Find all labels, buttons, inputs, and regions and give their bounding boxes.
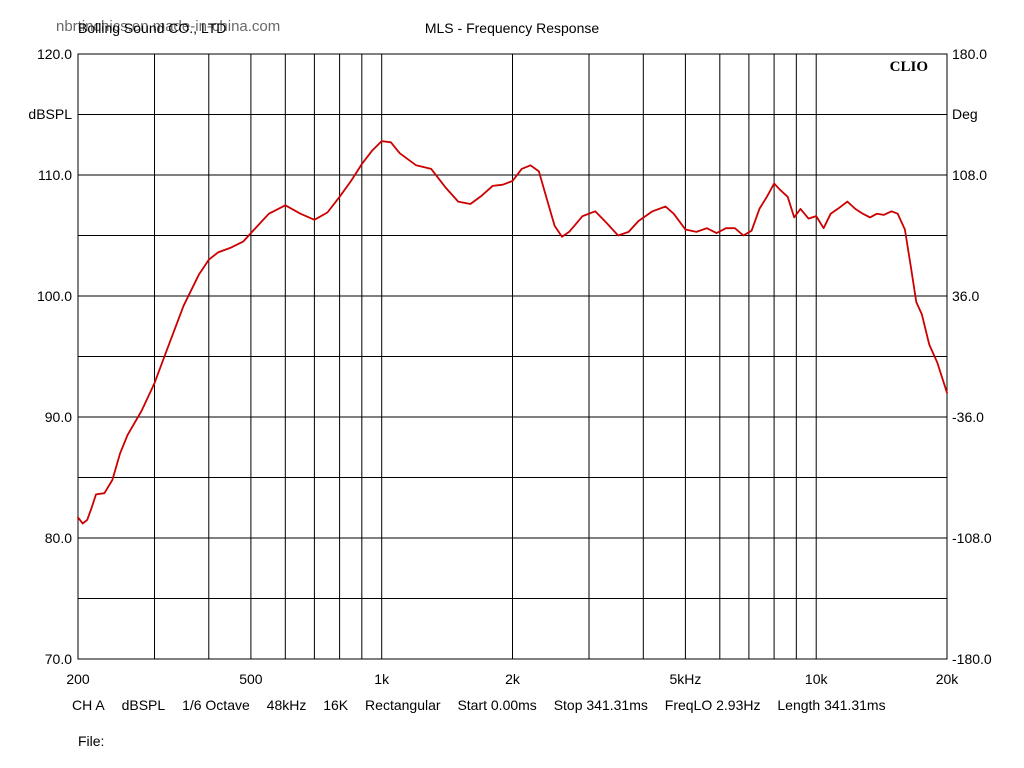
watermark-text: nbrtinchics.en.made-in-china.com	[56, 18, 280, 35]
plot-frame	[77, 53, 948, 660]
x-tick-label: 500	[239, 671, 263, 687]
y-tick-label: 120.0	[37, 46, 72, 62]
footer-window: Rectangular	[365, 697, 441, 713]
footer-start: Start 0.00ms	[457, 697, 537, 713]
y-tick-label: 70.0	[45, 651, 72, 667]
grid-lines	[78, 54, 947, 659]
y-axis-right-label: Deg	[952, 106, 978, 122]
y-tick-label: 90.0	[45, 409, 72, 425]
measurement-settings-footer: CH A dBSPL 1/6 Octave 48kHz 16K Rectangu…	[72, 697, 899, 713]
chart-title: MLS - Frequency Response	[425, 20, 600, 36]
y-tick-label: 100.0	[37, 288, 72, 304]
footer-length: Length 341.31ms	[777, 697, 886, 713]
x-tick-label: 5kHz	[669, 671, 701, 687]
y-axis-left-label: dBSPL	[28, 106, 72, 122]
y2-tick-label: -108.0	[952, 530, 992, 546]
y2-tick-label: 36.0	[952, 288, 979, 304]
y-tick-label: 80.0	[45, 530, 72, 546]
y2-tick-label: -36.0	[952, 409, 984, 425]
footer-unit: dBSPL	[121, 697, 166, 713]
footer-fft-size: 16K	[323, 697, 349, 713]
file-label: File:	[78, 733, 105, 749]
clio-brand-logo: CLIO	[890, 59, 928, 75]
y2-tick-label: 108.0	[952, 167, 987, 183]
x-tick-label: 2k	[505, 671, 521, 687]
company-name: Bolling Sound CO., LTD	[78, 20, 226, 36]
footer-stop: Stop 341.31ms	[553, 697, 648, 713]
footer-sample-rate: 48kHz	[266, 697, 307, 713]
footer-freq-lo: FreqLO 2.93Hz	[664, 697, 761, 713]
x-tick-label: 200	[66, 671, 90, 687]
series-layer	[77, 140, 948, 525]
x-tick-label: 10k	[805, 671, 829, 687]
footer-smoothing: 1/6 Octave	[182, 697, 250, 713]
file-line: File:	[78, 733, 104, 749]
x-tick-label: 1k	[374, 671, 390, 687]
footer-channel: CH A	[72, 697, 105, 713]
y2-tick-label: -180.0	[952, 651, 992, 667]
x-axis-ticks: 200 500 1k 2k 5kHz 10k 20k	[66, 671, 959, 687]
x-tick-label: 20k	[936, 671, 960, 687]
y2-tick-label: 180.0	[952, 46, 987, 62]
y-axis-left-ticks: 120.0 110.0 100.0 90.0 80.0 70.0	[37, 46, 72, 667]
spl-curve-line-0	[77, 140, 948, 525]
y-axis-right-ticks: 180.0 108.0 36.0 -36.0 -108.0 -180.0	[952, 46, 992, 667]
y-tick-label: 110.0	[38, 167, 72, 183]
